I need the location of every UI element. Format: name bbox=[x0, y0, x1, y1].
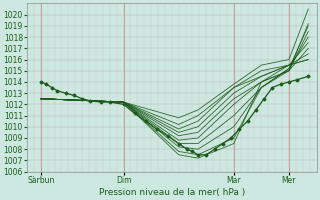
X-axis label: Pression niveau de la mer( hPa ): Pression niveau de la mer( hPa ) bbox=[99, 188, 245, 197]
